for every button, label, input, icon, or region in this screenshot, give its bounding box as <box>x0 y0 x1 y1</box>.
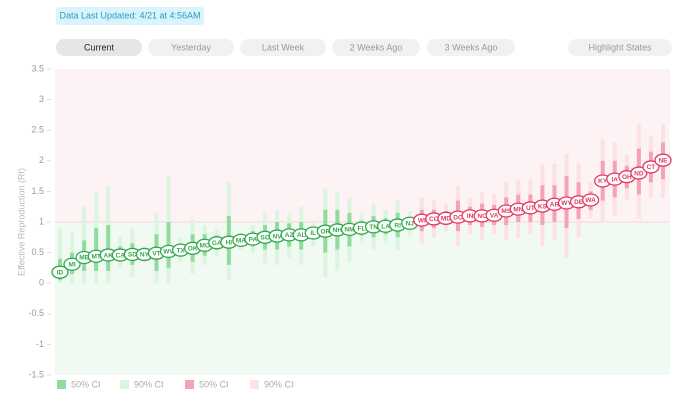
state-label: WI <box>418 217 426 224</box>
state-label: OR <box>320 228 330 235</box>
state-label: UT <box>526 205 535 212</box>
ci50-bar <box>106 225 111 271</box>
legend-label: 90% CI <box>264 379 294 389</box>
state-label: IA <box>612 176 619 183</box>
y-tick-label: 2.5 <box>31 125 44 135</box>
state-label: DC <box>453 214 463 221</box>
state-label: TX <box>176 247 185 254</box>
y-tick-label: -1.5 <box>28 369 44 379</box>
state-label: MS <box>501 208 511 215</box>
tab-button[interactable] <box>332 39 420 56</box>
state-marker <box>654 153 672 167</box>
state-label: OH <box>622 174 632 181</box>
state-marker <box>581 193 600 207</box>
y-tick-label: -1 <box>36 339 44 349</box>
tab-button[interactable] <box>427 39 515 56</box>
state-label: CO <box>429 216 439 223</box>
tab-button[interactable] <box>240 39 326 56</box>
y-tick-label: -0.5 <box>28 308 44 318</box>
tab-label: Current <box>84 42 115 52</box>
state-label: NE <box>658 157 668 164</box>
y-tick-label: 2 <box>39 155 44 165</box>
state-label: NH <box>333 227 343 234</box>
state-label: VT <box>152 250 160 257</box>
state-label: OK <box>188 246 198 253</box>
state-label: MN <box>513 206 523 213</box>
y-tick-label: 0 <box>39 278 44 288</box>
legend-label: 50% CI <box>71 379 101 389</box>
y-tick-label: 1 <box>39 216 44 226</box>
legend-label: 90% CI <box>134 379 164 389</box>
tab-label: 2 Weeks Ago <box>350 42 403 52</box>
ci50-bar <box>94 228 99 271</box>
state-label: AK <box>104 252 114 259</box>
state-label: MI <box>68 261 75 268</box>
state-label: SC <box>261 235 270 242</box>
legend-swatch <box>250 380 259 389</box>
state-label: LA <box>381 224 390 231</box>
tab-label: Highlight States <box>588 42 652 52</box>
state-label: CA <box>116 252 126 259</box>
state-label: AL <box>297 232 306 239</box>
tab-label: Last Week <box>262 42 305 52</box>
state-marker <box>51 265 69 279</box>
state-label: WV <box>163 249 174 256</box>
state-label: KS <box>538 203 548 210</box>
update-text: Data Last Updated: 4/21 at 4:56AM <box>59 10 200 20</box>
legend-label: 50% CI <box>199 379 229 389</box>
legend-swatch <box>120 380 129 389</box>
state-label: ME <box>79 255 89 262</box>
state-label: HI <box>226 239 233 246</box>
tab-label: 3 Weeks Ago <box>445 42 498 52</box>
update-badge <box>56 7 204 25</box>
below-zone <box>55 222 670 375</box>
state-label: ID <box>57 269 64 276</box>
state-label: MT <box>91 253 100 260</box>
state-label: KY <box>598 178 608 185</box>
state-label: MA <box>236 238 246 245</box>
state-label: NV <box>273 233 283 240</box>
state-label: IN <box>467 213 474 220</box>
state-label: WY <box>561 200 572 207</box>
state-marker <box>630 166 648 180</box>
state-label: FL <box>358 225 366 232</box>
y-axis-label: Effective Reproduction (Rt) <box>16 168 26 276</box>
state-label: NY <box>140 252 150 259</box>
state-label: GA <box>212 240 222 247</box>
state-label: AR <box>550 201 560 208</box>
state-label: PA <box>249 236 258 243</box>
state-label: DE <box>574 199 584 206</box>
legend-swatch <box>185 380 194 389</box>
state-label: VA <box>490 212 499 219</box>
state-label: IL <box>310 230 316 237</box>
state-label: SD <box>128 252 137 259</box>
ci90-bar <box>58 228 62 284</box>
y-tick-label: 0.5 <box>31 247 44 257</box>
state-label: MO <box>199 242 209 249</box>
state-label: NM <box>344 227 354 234</box>
tab-button[interactable] <box>56 39 142 56</box>
y-tick-label: 3 <box>39 94 44 104</box>
state-label: MD <box>441 216 451 223</box>
y-tick-label: 3.5 <box>31 63 44 73</box>
state-label: TN <box>369 224 378 231</box>
tab-button[interactable] <box>148 39 234 56</box>
legend-swatch <box>57 380 66 389</box>
state-marker <box>642 160 660 174</box>
state-label: WA <box>585 197 596 204</box>
state-label: NJ <box>406 220 415 227</box>
tab-button[interactable] <box>568 39 672 56</box>
state-label: RI <box>394 222 401 229</box>
state-label: AZ <box>285 232 294 239</box>
tab-label: Yesterday <box>171 42 211 52</box>
y-tick-label: 1.5 <box>31 186 44 196</box>
state-marker <box>63 257 81 271</box>
state-label: CT <box>647 164 656 171</box>
state-label: ND <box>634 170 644 177</box>
state-label: NC <box>477 213 487 220</box>
